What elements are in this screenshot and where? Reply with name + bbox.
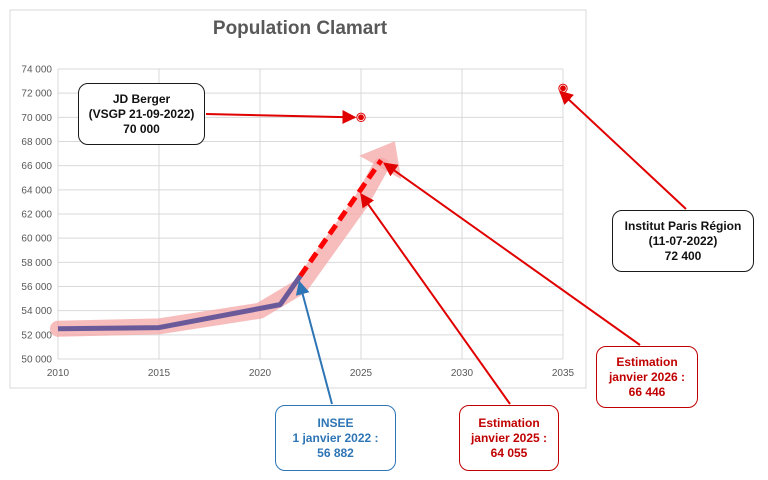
y-tick-label: 72 000 <box>21 89 52 100</box>
callout-line: INSEE <box>317 415 354 430</box>
callout-institut-paris-region: Institut Paris Région (11-07-2022) 72 40… <box>612 210 754 272</box>
x-tick-label: 2025 <box>350 368 373 379</box>
callout-line: janvier 2025 : <box>470 430 548 445</box>
callout-line: 70 000 <box>123 121 160 136</box>
x-tick-label: 2030 <box>451 368 474 379</box>
y-tick-label: 62 000 <box>21 210 52 221</box>
callout-line: JD Berger <box>112 91 171 106</box>
x-tick-label: 2020 <box>249 368 272 379</box>
estimate-line <box>298 158 384 278</box>
callout-line: 1 janvier 2022 : <box>292 430 379 445</box>
highlight-point-ring <box>356 112 366 123</box>
y-tick-label: 66 000 <box>21 161 52 172</box>
callout-line: 64 055 <box>490 445 528 460</box>
y-tick-label: 70 000 <box>21 113 52 124</box>
chart-title: Population Clamart <box>212 18 388 39</box>
y-tick-label: 74 000 <box>21 65 52 76</box>
y-tick-label: 56 000 <box>21 282 52 293</box>
callout-estimation-2026: Estimation janvier 2026 : 66 446 <box>596 346 698 408</box>
callout-line: janvier 2026 : <box>608 369 686 384</box>
highlight-point <box>356 113 366 122</box>
callout-line: 56 882 <box>317 445 354 460</box>
y-tick-label: 58 000 <box>21 258 52 269</box>
callout-line: (VSGP 21-09-2022) <box>88 106 195 121</box>
callout-insee: INSEE 1 janvier 2022 : 56 882 <box>275 405 396 471</box>
callout-arrow <box>383 162 641 346</box>
callout-estimation-2025: Estimation janvier 2025 : 64 055 <box>459 405 559 471</box>
x-tick-label: 2010 <box>47 368 70 379</box>
x-tick-label: 2035 <box>552 368 575 379</box>
y-tick-label: 52 000 <box>21 330 52 341</box>
callout-line: Institut Paris Région <box>624 218 742 233</box>
callout-line: 66 446 <box>628 384 666 399</box>
y-tick-label: 50 000 <box>21 355 52 366</box>
y-tick-label: 54 000 <box>21 306 52 317</box>
population-line <box>57 274 303 332</box>
y-tick-label: 68 000 <box>21 137 52 148</box>
callout-arrow <box>295 280 333 405</box>
callout-arrow <box>558 90 687 210</box>
callout-arrow <box>360 193 511 405</box>
y-tick-label: 60 000 <box>21 234 52 245</box>
callout-line: Estimation <box>616 354 678 369</box>
x-tick-label: 2015 <box>148 368 171 379</box>
callout-line: 72 400 <box>664 248 702 263</box>
callout-arrow <box>205 110 357 125</box>
callout-line: Estimation <box>478 415 540 430</box>
callout-line: (11-07-2022) <box>648 233 718 248</box>
callout-jd-berger: JD Berger (VSGP 21-09-2022) 70 000 <box>78 83 205 145</box>
y-tick-label: 64 000 <box>21 185 52 196</box>
